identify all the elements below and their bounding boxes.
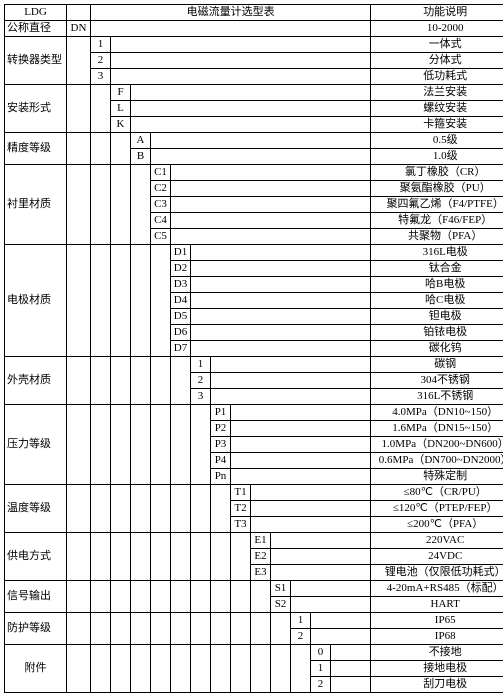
desc: 特殊定制 — [371, 469, 503, 485]
desc: HART — [371, 597, 503, 613]
side-signal: 信号输出 — [5, 581, 67, 613]
side-accuracy: 精度等级 — [5, 133, 67, 165]
desc: 铂铱电极 — [371, 325, 503, 341]
desc: 特氟龙（F46/FEP） — [371, 213, 503, 229]
desc: 分体式 — [371, 53, 503, 69]
desc: 哈C电极 — [371, 293, 503, 309]
desc: 钛合金 — [371, 261, 503, 277]
func-header: 功能说明 — [371, 5, 503, 21]
side-pressure: 压力等级 — [5, 405, 67, 485]
desc: 卡箍安装 — [371, 117, 503, 133]
desc: 碳钢 — [371, 357, 503, 373]
selection-table: LDG 电磁流量计选型表 功能说明 公称直径 DN 10-2000 转换器类型 1… — [4, 4, 503, 693]
side-shell: 外壳材质 — [5, 357, 67, 405]
desc: 0.5级 — [371, 133, 503, 149]
desc: 锂电池（仅限低功耗式） — [371, 565, 503, 581]
title: 电磁流量计选型表 — [91, 5, 371, 21]
desc: 316L电极 — [371, 245, 503, 261]
desc: 聚氨酯橡胶（PU） — [371, 181, 503, 197]
side-protect: 防护等级 — [5, 613, 67, 645]
desc: 碳化钨 — [371, 341, 503, 357]
desc: 氯丁橡胶（CR） — [371, 165, 503, 181]
desc: 4-20mA+RS485（标配） — [371, 581, 503, 597]
desc: ≤200℃（PFA） — [371, 517, 503, 533]
desc: 钽电极 — [371, 309, 503, 325]
desc: 316L不锈钢 — [371, 389, 503, 405]
side-install: 安装形式 — [5, 85, 67, 133]
desc: 刮刀电极 — [371, 677, 503, 693]
desc: 304不锈钢 — [371, 373, 503, 389]
desc: 接地电极 — [371, 661, 503, 677]
desc: 1.0级 — [371, 149, 503, 165]
side-diameter: 公称直径 — [5, 21, 67, 37]
side-temp: 温度等级 — [5, 485, 67, 533]
desc: 1.0MPa（DN200~DN600） — [371, 437, 503, 453]
desc: 法兰安装 — [371, 85, 503, 101]
desc: IP68 — [371, 629, 503, 645]
desc: 聚四氟乙烯（F4/PTFE） — [371, 197, 503, 213]
desc: 220VAC — [371, 533, 503, 549]
dn-label: DN — [67, 21, 91, 37]
ldg-label: LDG — [5, 5, 67, 21]
desc: 1.6MPa（DN15~150） — [371, 421, 503, 437]
desc: 螺纹安装 — [371, 101, 503, 117]
side-power: 供电方式 — [5, 533, 67, 581]
desc-diameter: 10-2000 — [371, 21, 503, 37]
desc: ≤80℃（CR/PU） — [371, 485, 503, 501]
desc: ≤120℃（PTEP/FEP） — [371, 501, 503, 517]
desc: 共聚物（PFA） — [371, 229, 503, 245]
desc: 不接地 — [371, 645, 503, 661]
desc: 4.0MPa（DN10~150） — [371, 405, 503, 421]
side-lining: 衬里材质 — [5, 165, 67, 245]
desc: 哈B电极 — [371, 277, 503, 293]
side-electrode: 电极材质 — [5, 245, 67, 357]
desc: 0.6MPa（DN700~DN2000） — [371, 453, 503, 469]
side-converter: 转换器类型 — [5, 37, 67, 85]
desc: 低功耗式 — [371, 69, 503, 85]
desc: IP65 — [371, 613, 503, 629]
desc: 一体式 — [371, 37, 503, 53]
side-accessory: 附件 — [5, 645, 67, 693]
desc: 24VDC — [371, 549, 503, 565]
